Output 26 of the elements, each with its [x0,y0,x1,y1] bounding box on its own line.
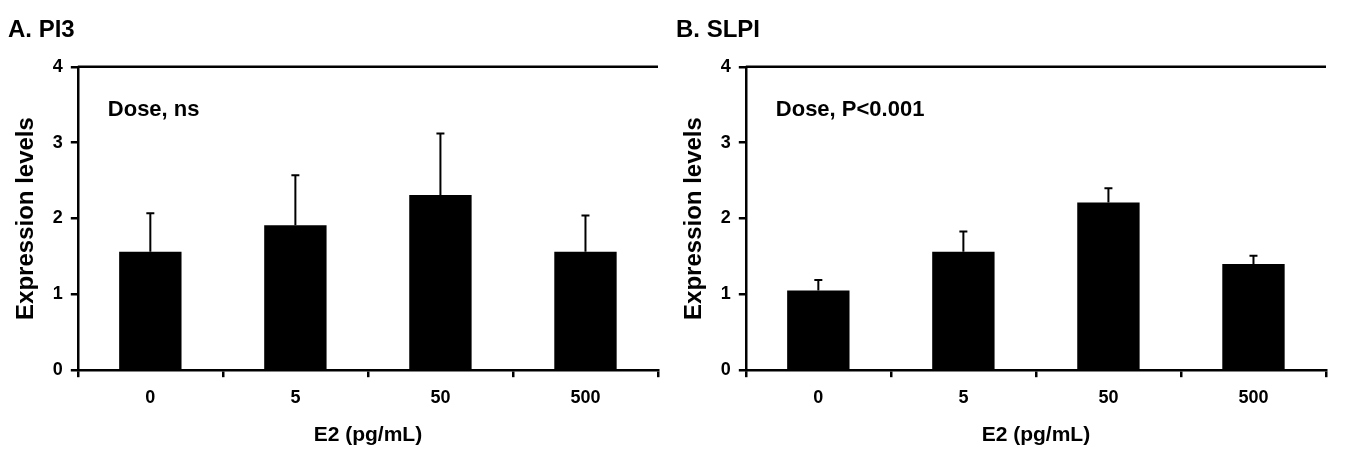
y-axis-title: Expression levels [11,117,39,320]
y-tick-label: 3 [52,131,63,152]
y-tick-label: 4 [720,55,731,76]
x-axis-title: E2 (pg/mL) [981,422,1091,446]
y-axis-title: Expression levels [679,117,707,320]
x-tick-label: 500 [570,386,601,407]
y-tick-label: 2 [52,207,63,228]
x-tick-label: 0 [813,386,824,407]
annotation: Dose, P<0.001 [775,95,925,121]
y-tick-label: 0 [52,359,63,380]
y-tick-label: 2 [720,207,731,228]
x-axis-title: E2 (pg/mL) [313,422,423,446]
chart-title: A. PI3 [8,15,75,43]
x-tick-label: 500 [1238,386,1269,407]
chart-title: B. SLPI [676,15,761,43]
x-tick-label: 50 [430,386,451,407]
y-tick-label: 4 [52,55,63,76]
x-tick-label: 5 [958,386,969,407]
y-tick-label: 1 [720,283,731,304]
y-tick-label: 0 [720,359,731,380]
y-tick-label: 1 [52,283,63,304]
annotation: Dose, ns [107,95,200,121]
x-tick-label: 50 [1098,386,1119,407]
x-tick-label: 5 [290,386,301,407]
y-tick-label: 3 [720,131,731,152]
x-tick-label: 0 [145,386,156,407]
